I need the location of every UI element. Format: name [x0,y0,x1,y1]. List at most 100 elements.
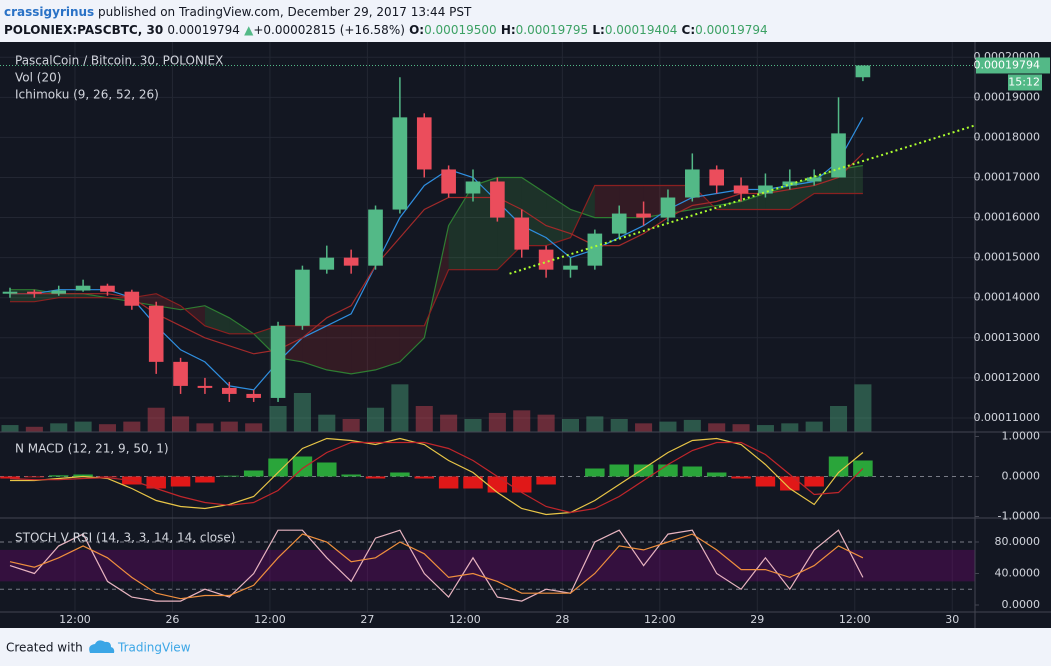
histogram-bar [853,460,873,477]
band [0,549,975,582]
series-line [9,533,864,600]
candle-body [831,133,846,178]
x-tick-label: 28 [555,613,569,626]
volume-bar [269,406,287,432]
candle-body [660,197,676,218]
last-price-box [976,57,1050,74]
cloud [351,325,376,374]
x-tick-label: 27 [360,613,374,626]
volume-bar [488,412,506,432]
ohlc-label: H: [501,23,516,37]
x-tick-label: 29 [750,613,764,626]
symbol: POLONIEX:PASCBTC, 30 [4,23,163,37]
brand[interactable]: TradingView [117,641,191,655]
candle-body [246,393,261,398]
candle-body [51,290,67,294]
publish-line: crassigyrinus published on TradingView.c… [4,5,472,19]
volume-bar [830,406,848,432]
histogram-bar [609,464,629,477]
volume-bar [415,406,433,432]
candle-body [100,285,115,292]
histogram-bar [317,462,337,477]
change: +0.00002815 (+16.58%) [253,23,405,37]
x-tick-label: 26 [165,613,179,626]
published: published on TradingView.com, December 2… [98,5,472,19]
indicator-label: Vol (20) [15,71,61,85]
cloud [399,325,425,362]
senkou-a [10,164,863,375]
axes [0,42,1051,628]
volume-bar [756,425,774,432]
histogram-bar [170,476,191,487]
x-tick-label: 12:00 [59,613,91,626]
histogram-bar [73,474,93,477]
cloud [594,185,620,218]
symbol-line: POLONIEX:PASCBTC, 30 0.00019794 ▲+0.0000… [4,23,768,37]
y-tick-label: 0.0000 [1002,470,1041,483]
y-tick-label: 0.00014000 [974,291,1040,304]
volume-bar [293,393,311,432]
histogram-bar [195,476,215,483]
ohlc-value: 0.00019794 [695,23,768,37]
volume-bar [586,416,604,432]
volume-bar [172,416,190,432]
histogram-bar [268,458,288,477]
histogram-bar [341,474,361,477]
stoch-panel [0,529,975,602]
y-tick-label: 0.00013000 [974,331,1040,344]
cloud [619,185,644,218]
histogram-bar [24,476,45,478]
x-tick-label: 12:00 [644,613,676,626]
ohlc-label: L: [592,23,604,37]
candle-body [855,65,871,78]
ohlc-value: 0.00019795 [516,23,589,37]
countdown-box [1008,74,1042,91]
histogram-bar [48,475,69,477]
histogram-bar [414,476,435,479]
candle-body [538,249,554,270]
volume-bar [683,419,701,432]
volume-bar [98,424,116,432]
candle-body [124,291,140,306]
volume-bar [464,419,482,432]
histogram-bar [658,464,678,477]
x-tick-label: 30 [945,613,959,626]
volume-bar [74,421,92,432]
candle-body [782,181,798,186]
candle-body [490,181,505,218]
candle-body [514,217,530,250]
volume-bar [25,426,43,432]
stoch-title: STOCH V RSI (14, 3, 3, 14, 14, close) [15,531,235,545]
footer-text: Created with [6,641,83,655]
volume-bar [854,384,872,432]
y-tick-label: 0.00016000 [974,211,1040,224]
cloud [716,201,742,210]
volume-bar [708,423,726,432]
author[interactable]: crassigyrinus [4,5,94,19]
cloud [375,325,400,370]
histogram-bar [0,476,20,479]
cloud [302,325,327,370]
histogram-bar [243,470,264,477]
candle-body [270,325,286,398]
candle-body [636,213,651,218]
volume-bar [391,384,409,432]
countdown: 15:12 [1008,75,1040,88]
indicator-label: Ichimoku (9, 26, 52, 26) [15,88,159,102]
candle-body [173,361,188,386]
cloud [204,305,230,334]
histogram-bar [463,476,483,489]
trendline [509,124,975,275]
candle-body [733,185,749,194]
histogram-bar [438,476,459,489]
volume-bar [513,410,531,432]
logo[interactable] [89,640,115,653]
y-tick-label: 40.0000 [995,567,1041,580]
histogram-bar [487,476,508,493]
macd-title: N MACD (12, 21, 9, 50, 1) [15,442,169,456]
candle-body [295,269,310,326]
macd-panel [0,437,975,516]
candle-body [343,257,359,266]
candle-body [222,387,237,394]
